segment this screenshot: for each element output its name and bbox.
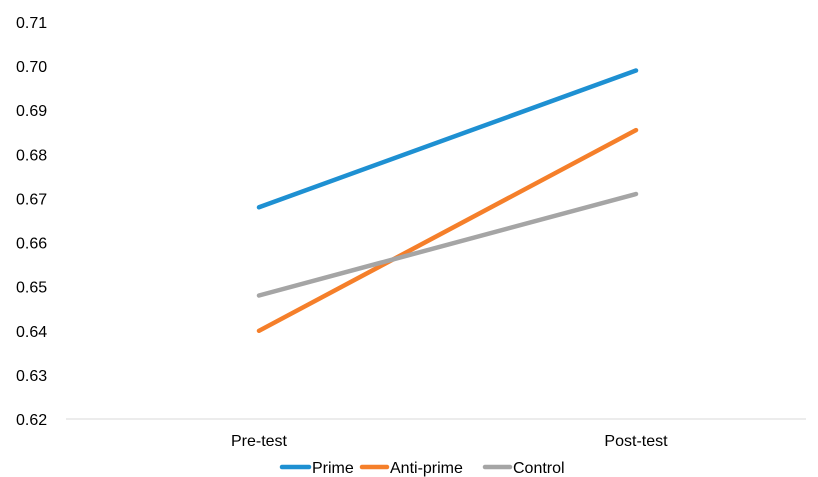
legend-label-anti-prime: Anti-prime xyxy=(390,460,463,477)
series-lines xyxy=(256,68,639,334)
series-line-prime xyxy=(256,68,639,210)
x-tick-label: Pre-test xyxy=(231,433,288,450)
series-line-anti-prime xyxy=(256,127,639,334)
y-tick-label: 0.70 xyxy=(16,59,47,76)
y-tick-label: 0.63 xyxy=(16,368,47,385)
y-tick-label: 0.69 xyxy=(16,103,47,120)
legend: Prime Anti-prime Control xyxy=(279,460,565,477)
y-tick-label: 0.62 xyxy=(16,412,47,429)
series-line-control xyxy=(256,191,639,298)
x-axis: Pre-test Post-test xyxy=(231,433,668,450)
legend-label-control: Control xyxy=(513,460,565,477)
y-tick-label: 0.68 xyxy=(16,147,47,164)
x-tick-label: Post-test xyxy=(604,433,668,450)
y-tick-label: 0.65 xyxy=(16,280,47,297)
y-tick-label: 0.64 xyxy=(16,324,47,341)
legend-label-prime: Prime xyxy=(312,460,354,477)
y-tick-label: 0.66 xyxy=(16,236,47,253)
y-tick-label: 0.67 xyxy=(16,191,47,208)
y-axis: 0.62 0.63 0.64 0.65 0.66 0.67 0.68 0.69 0.70 0.71 xyxy=(16,15,47,429)
y-tick-label: 0.71 xyxy=(16,15,47,32)
